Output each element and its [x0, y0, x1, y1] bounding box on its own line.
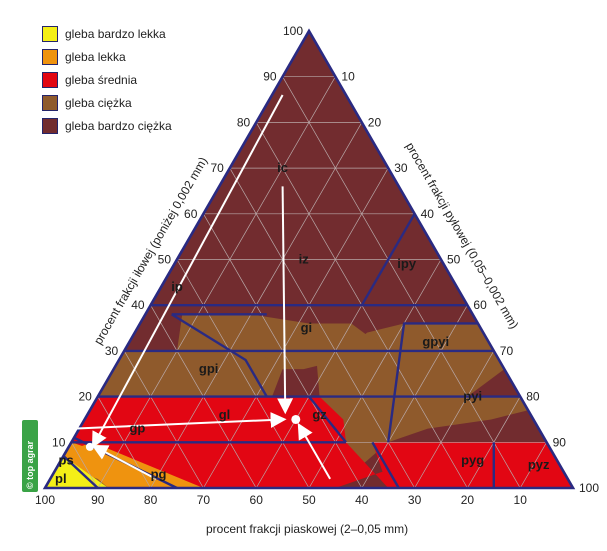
zone-label-gp: gp — [129, 421, 145, 436]
tick-left: 80 — [237, 115, 251, 129]
grid-line — [282, 76, 521, 489]
border-pl — [62, 455, 99, 489]
tick-right: 100 — [579, 481, 599, 495]
tick-bottom: 70 — [197, 493, 211, 507]
tick-left: 40 — [131, 298, 145, 312]
sand-axis-title: procent frakcji piaskowej (2–0,05 mm) — [206, 522, 409, 536]
legend-swatch — [42, 95, 58, 111]
border-ipy — [360, 213, 416, 306]
grid-line — [176, 259, 310, 489]
tick-right: 60 — [473, 298, 487, 312]
zone-label-gi: gi — [301, 320, 313, 335]
tick-left: 100 — [283, 24, 303, 38]
legend-label: gleba bardzo ciężka — [65, 119, 172, 133]
grid-line — [519, 442, 547, 489]
border-ip — [149, 249, 184, 306]
tick-right: 10 — [341, 70, 355, 84]
tick-right: 70 — [500, 344, 514, 358]
tick-bottom: 30 — [408, 493, 422, 507]
zone-label-ic: ic — [277, 160, 288, 175]
tick-right: 20 — [368, 115, 382, 129]
grid-line — [71, 442, 99, 489]
zone-label-gz: gz — [312, 407, 327, 422]
sand-arrow-1 — [297, 422, 331, 480]
tick-left: 30 — [105, 344, 119, 358]
border-gpyi — [387, 322, 478, 443]
tick-bottom: 60 — [250, 493, 264, 507]
tick-bottom: 50 — [302, 493, 316, 507]
clay-arrow — [73, 411, 287, 430]
legend-swatch — [42, 26, 58, 42]
legend-label: gleba bardzo lekka — [65, 27, 166, 41]
tick-left: 20 — [78, 390, 92, 404]
zone-label-pl: pl — [55, 471, 67, 486]
zone-fill-very-light — [45, 442, 109, 488]
zone-label-pg: pg — [151, 466, 167, 481]
zone-label-ip: ip — [171, 279, 183, 294]
tick-bottom: 10 — [514, 493, 528, 507]
tick-right: 30 — [394, 161, 408, 175]
zone-label-pyi: pyi — [463, 389, 482, 404]
legend-label: gleba średnia — [65, 73, 138, 87]
border-gi-left — [171, 313, 268, 398]
tick-left: 90 — [263, 70, 277, 84]
tick-bottom: 100 — [35, 493, 55, 507]
tick-bottom: 90 — [91, 493, 105, 507]
tick-right: 90 — [553, 435, 567, 449]
legend-swatch — [42, 118, 58, 134]
zone-label-ps: ps — [59, 453, 74, 468]
legend-swatch — [42, 72, 58, 88]
legend-swatch — [42, 49, 58, 65]
zone-fill-medium-right — [372, 442, 573, 488]
grid-line — [203, 167, 389, 489]
zone-label-pyg: pyg — [461, 453, 484, 468]
tick-right: 40 — [421, 207, 435, 221]
tick-bottom: 40 — [355, 493, 369, 507]
tick-left: 60 — [184, 207, 198, 221]
grid-line — [97, 76, 336, 489]
zone-label-iz: iz — [299, 252, 310, 267]
tick-left: 10 — [52, 435, 66, 449]
silt-arrow-2 — [277, 186, 294, 415]
tick-right: 80 — [526, 390, 540, 404]
zone-label-gpyi: gpyi — [422, 334, 449, 349]
border-gz-left — [308, 395, 347, 444]
grid-line — [229, 167, 415, 489]
zone-label-gpi: gpi — [199, 361, 219, 376]
tick-bottom: 20 — [461, 493, 475, 507]
publisher-logo-text: © top agrar — [25, 440, 35, 489]
publisher-logo: © top agrar — [22, 420, 38, 492]
border-ps — [57, 441, 73, 466]
sand-arrow-2 — [91, 445, 157, 480]
silt-arrow-1 — [91, 94, 284, 449]
legend-label: gleba lekka — [65, 50, 126, 64]
reference-point — [85, 442, 94, 451]
grid-line — [123, 350, 204, 489]
tick-left: 50 — [158, 253, 172, 267]
grid-line — [308, 259, 442, 489]
grid-line — [414, 350, 495, 489]
zone-label-pyz: pyz — [528, 457, 550, 472]
legend-label: gleba ciężka — [65, 96, 132, 110]
zone-label-ipy: ipy — [397, 256, 417, 271]
tick-right: 50 — [447, 253, 461, 267]
tick-left: 70 — [210, 161, 224, 175]
tick-bottom: 80 — [144, 493, 158, 507]
sample-point — [291, 414, 301, 424]
border-pyg-left — [371, 441, 400, 489]
zone-label-gl: gl — [219, 407, 231, 422]
